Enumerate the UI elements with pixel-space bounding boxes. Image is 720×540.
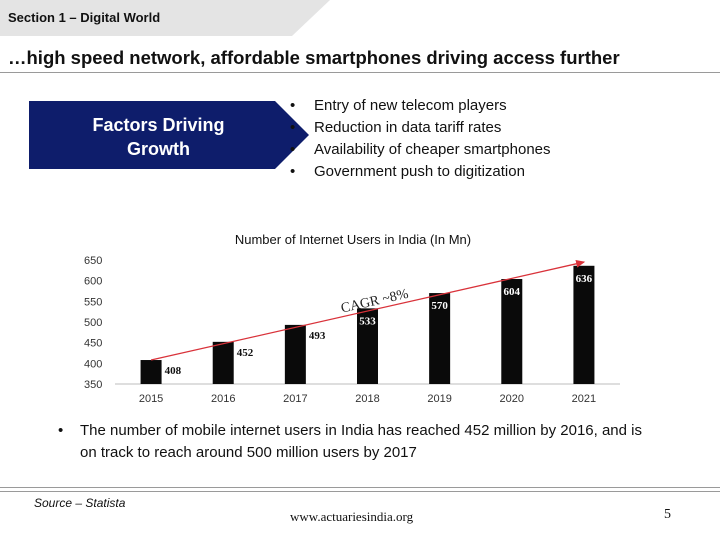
x-tick-label: 2018 xyxy=(355,393,379,405)
x-tick-label: 2015 xyxy=(139,393,163,405)
page-title: …high speed network, affordable smartpho… xyxy=(8,47,620,68)
data-label: 452 xyxy=(237,347,254,359)
section-label: Section 1 – Digital World xyxy=(8,10,161,25)
x-tick-label: 2021 xyxy=(572,393,596,405)
bar xyxy=(573,265,595,384)
factor-item: Availability of cheaper smartphones xyxy=(290,139,551,161)
title-divider xyxy=(0,72,720,73)
data-label: 493 xyxy=(309,330,326,342)
x-tick-label: 2020 xyxy=(500,393,524,405)
bar xyxy=(357,308,378,384)
factors-title-line-2: Growth xyxy=(127,139,190,159)
bar xyxy=(501,279,523,384)
factors-title: Factors Driving Growth xyxy=(29,113,288,161)
data-label: 533 xyxy=(359,315,376,327)
y-tick-label: 600 xyxy=(84,276,102,288)
cagr-trend-arrow xyxy=(150,259,586,361)
bar xyxy=(140,360,162,384)
y-tick-label: 500 xyxy=(84,317,102,329)
data-label: 570 xyxy=(431,300,448,312)
bar xyxy=(212,341,234,384)
data-label: 408 xyxy=(165,365,182,377)
bullet-dot: • xyxy=(58,422,64,439)
factor-item: Entry of new telecom players xyxy=(290,95,551,117)
summary-note: • The number of mobile internet users in… xyxy=(58,420,658,464)
chart-title: Number of Internet Users in India (In Mn… xyxy=(234,232,472,247)
factor-item: Reduction in data tariff rates xyxy=(290,117,551,139)
section-tab-shape xyxy=(0,0,330,36)
y-tick-label: 400 xyxy=(84,358,102,370)
summary-note-text: The number of mobile internet users in I… xyxy=(80,422,642,461)
bar xyxy=(429,293,451,384)
y-tick-label: 450 xyxy=(84,338,102,350)
x-tick-label: 2017 xyxy=(283,393,307,405)
factors-title-line-1: Factors Driving xyxy=(92,115,225,135)
y-tick-label: 550 xyxy=(84,296,102,308)
factors-callout: Factors Driving Growth xyxy=(29,101,309,169)
footer-divider-2 xyxy=(0,491,720,492)
footer-divider-1 xyxy=(0,487,720,488)
y-tick-label: 350 xyxy=(84,379,102,391)
website-link[interactable]: www.actuariesindia.org xyxy=(290,509,414,524)
data-label: 636 xyxy=(576,273,593,285)
y-tick-label: 650 xyxy=(84,255,102,267)
x-tick-label: 2019 xyxy=(427,393,451,405)
factors-list: Entry of new telecom players Reduction i… xyxy=(290,95,551,183)
factors-callout-shape xyxy=(29,101,309,169)
factor-item: Government push to digitization xyxy=(290,161,551,183)
bar xyxy=(284,324,306,384)
x-tick-label: 2016 xyxy=(211,393,235,405)
data-label: 604 xyxy=(504,286,521,298)
page-number: 5 xyxy=(664,507,671,522)
internet-users-chart: 350 400 450 500 550 600 650 2015 408 2016 452 2017 4… xyxy=(84,255,620,405)
section-tab: Section 1 – Digital World xyxy=(0,0,330,36)
source-note: Source – Statista xyxy=(34,496,126,510)
